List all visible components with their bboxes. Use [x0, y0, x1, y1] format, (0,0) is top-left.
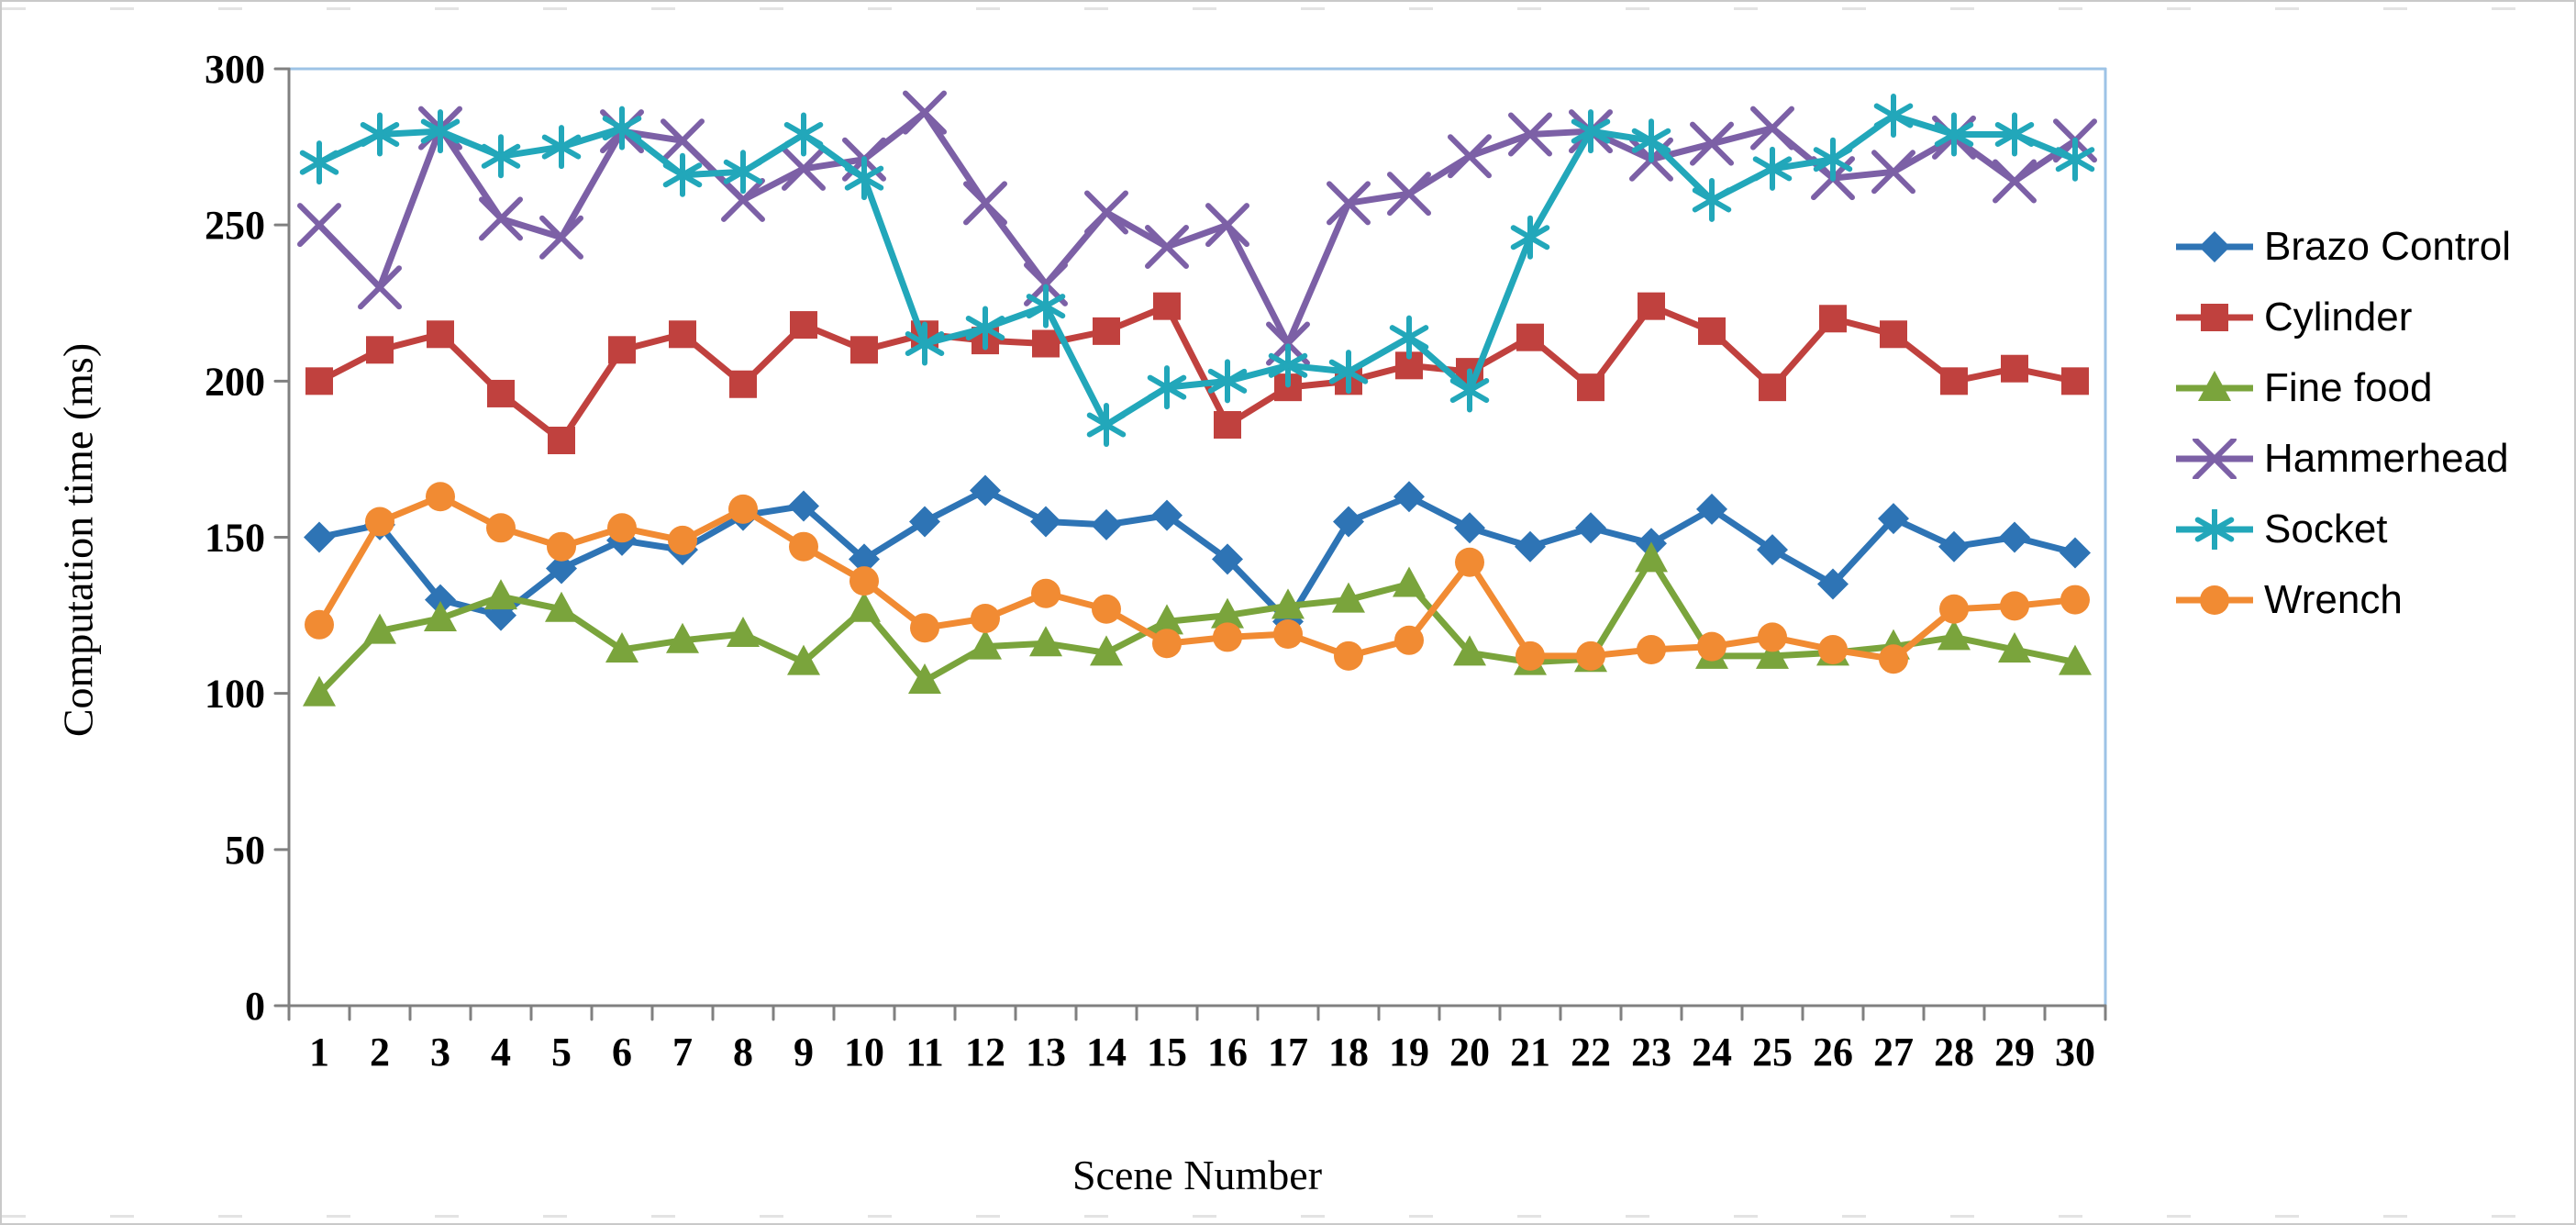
x-axis-title: Scene Number — [1071, 1152, 1323, 1198]
legend-item-wrench: Wrench — [2174, 564, 2511, 635]
series-socket — [299, 94, 2095, 447]
x-tick-label: 6 — [612, 1030, 632, 1075]
x-tick-label: 14 — [1086, 1030, 1127, 1075]
x-tick-label: 2 — [370, 1030, 390, 1075]
series-brazo-control — [304, 474, 2091, 638]
x-tick-label: 20 — [1449, 1030, 1490, 1075]
legend-item-fine-food: Fine food — [2174, 352, 2511, 423]
legend-item-hammerhead: Hammerhead — [2174, 423, 2511, 494]
x-tick-label: 24 — [1692, 1030, 1732, 1075]
y-tick-label: 200 — [205, 359, 265, 404]
legend-item-brazo-control: Brazo Control — [2174, 211, 2511, 282]
x-tick-label: 16 — [1207, 1030, 1248, 1075]
legend-marker-circle-icon — [2176, 585, 2253, 615]
y-tick-label: 100 — [205, 672, 265, 717]
x-tick-label: 28 — [1934, 1030, 1974, 1075]
legend-item-cylinder: Cylinder — [2174, 282, 2511, 352]
x-tick-label: 15 — [1147, 1030, 1187, 1075]
x-tick-label: 21 — [1510, 1030, 1550, 1075]
x-tick-label: 12 — [965, 1030, 1005, 1075]
series-wrench — [305, 482, 2090, 674]
x-tick-label: 4 — [491, 1030, 511, 1075]
x-axis-ticks: 1 2 3 4 5 6 7 8 9 10 11 12 13 14 15 16 17 18 19 20 21 22 23 24 2… — [287, 1004, 2107, 1075]
x-tick-label: 17 — [1268, 1030, 1308, 1075]
x-tick-label: 18 — [1328, 1030, 1369, 1075]
legend-label: Fine food — [2264, 364, 2433, 410]
x-tick-label: 27 — [1873, 1030, 1914, 1075]
x-tick-label: 11 — [905, 1030, 944, 1075]
legend-label: Brazo Control — [2264, 223, 2512, 269]
x-tick-label: 3 — [430, 1030, 450, 1075]
y-tick-label: 50 — [225, 828, 265, 873]
legend-label: Hammerhead — [2264, 435, 2509, 481]
spreadsheet-gridline-artifact-top — [2, 7, 2574, 10]
y-tick-label: 0 — [245, 984, 265, 1029]
legend-item-socket: Socket — [2174, 494, 2511, 564]
y-tick-label: 300 — [205, 47, 265, 92]
y-tick-label: 250 — [205, 203, 265, 248]
legend-label: Wrench — [2264, 576, 2403, 622]
chart-legend: Brazo Control Cylinder Fine food Hammerhead… — [2174, 211, 2511, 635]
x-tick-label: 23 — [1631, 1030, 1671, 1075]
legend-label: Socket — [2264, 506, 2388, 551]
legend-label: Cylinder — [2264, 294, 2413, 340]
y-axis-title: Computation time (ms) — [54, 342, 102, 738]
x-tick-label: 1 — [309, 1030, 329, 1075]
x-tick-label: 19 — [1389, 1030, 1429, 1075]
x-tick-label: 13 — [1026, 1030, 1066, 1075]
x-tick-label: 10 — [844, 1030, 884, 1075]
y-tick-label: 150 — [205, 516, 265, 561]
legend-marker-asterisk-icon — [2176, 508, 2253, 550]
x-tick-label: 5 — [551, 1030, 572, 1075]
legend-marker-diamond-icon — [2176, 230, 2253, 262]
x-tick-label: 9 — [794, 1030, 814, 1075]
x-tick-label: 29 — [1994, 1030, 2035, 1075]
legend-marker-x-icon — [2176, 438, 2253, 479]
y-axis-ticks: 0 50 100 150 200 250 300 — [205, 47, 291, 1029]
spreadsheet-gridline-artifact-bottom — [2, 1215, 2574, 1218]
x-tick-label: 30 — [2055, 1030, 2095, 1075]
x-tick-label: 26 — [1813, 1030, 1853, 1075]
x-tick-label: 8 — [733, 1030, 753, 1075]
x-tick-label: 7 — [672, 1030, 693, 1075]
legend-marker-square-icon — [2176, 303, 2253, 331]
x-tick-label: 25 — [1752, 1030, 1793, 1075]
legend-marker-triangle-icon — [2176, 370, 2253, 401]
x-tick-label: 22 — [1571, 1030, 1611, 1075]
